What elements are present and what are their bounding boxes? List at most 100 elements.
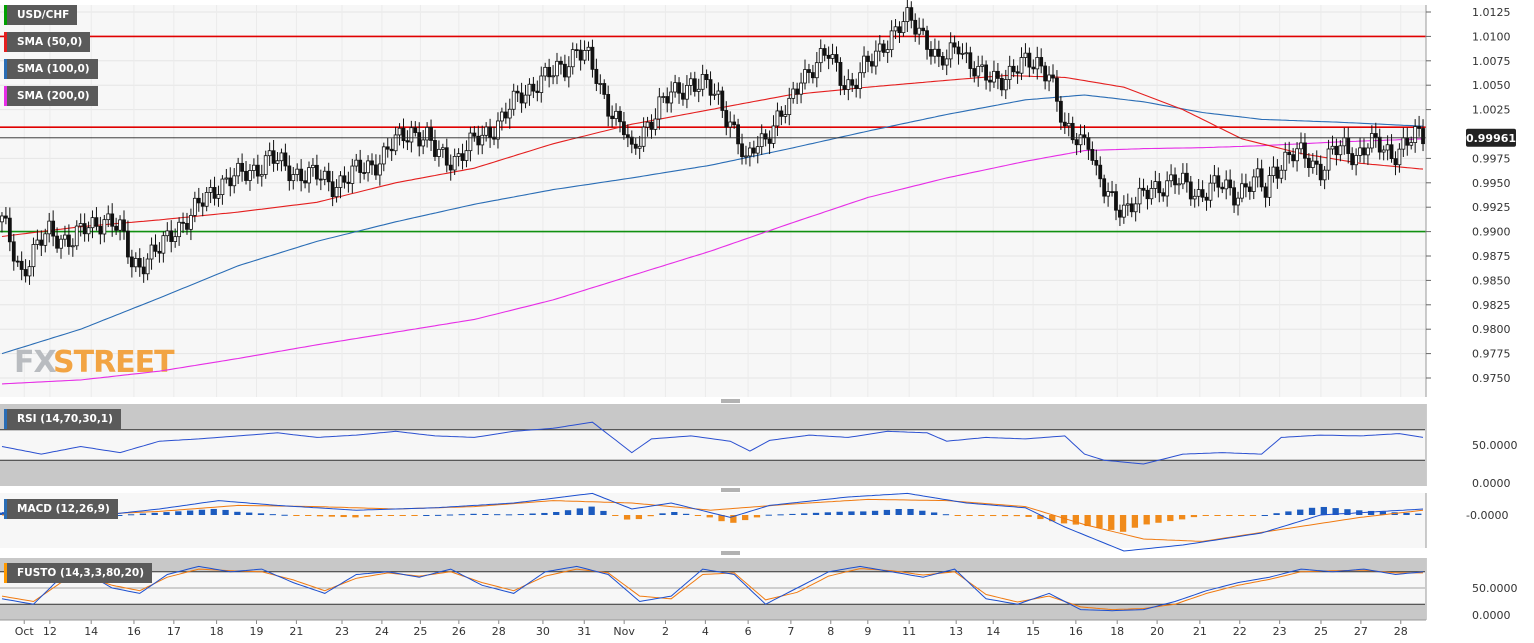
candle-body	[208, 187, 213, 193]
x-tick-label: 25	[413, 625, 427, 638]
candle-body	[318, 178, 323, 181]
macd-histogram-bar	[1249, 515, 1257, 516]
macd-histogram-bar	[871, 510, 879, 515]
legend-fusto[interactable]: FUSTO (14,3,3,80,20)	[4, 563, 153, 583]
candle-body	[661, 96, 666, 98]
candle-body	[673, 82, 677, 93]
macd-histogram-bar	[588, 506, 595, 515]
candle-body	[913, 19, 918, 35]
candle-body	[326, 170, 331, 183]
macd-histogram-bar	[364, 515, 371, 517]
candle-body	[539, 75, 544, 93]
candle-body	[696, 88, 701, 92]
candle-body	[712, 93, 717, 96]
candle-body	[248, 170, 252, 181]
candle-body	[354, 159, 359, 167]
candle-body	[791, 88, 796, 99]
candle-body	[263, 155, 268, 175]
candle-body	[232, 175, 237, 187]
candle-body	[885, 49, 890, 53]
macd-histogram-bar	[647, 515, 654, 517]
candle-body	[484, 126, 489, 136]
candle-body	[929, 49, 933, 57]
fusto-tick-label: 50.0000	[1472, 582, 1518, 595]
sma-100-line	[1, 94, 1424, 355]
candle-body	[1102, 178, 1107, 197]
y-tick-label: 0.9900	[1472, 226, 1511, 239]
candle-body	[94, 217, 99, 227]
macd-histogram-bar	[836, 511, 843, 515]
macd-histogram-bar	[1403, 512, 1410, 515]
x-tick-label: 30	[536, 625, 550, 638]
candle-body	[1220, 186, 1225, 190]
candle-body	[1373, 133, 1378, 138]
candle-body	[224, 177, 229, 180]
macd-histogram-bar	[399, 515, 406, 516]
candle-body	[1204, 196, 1209, 201]
legend-sma-200[interactable]: SMA (200,0)	[4, 86, 98, 106]
candle-body	[1405, 137, 1410, 146]
sma-200-line	[1, 138, 1424, 385]
candle-body	[602, 83, 607, 95]
candle-body	[1031, 66, 1036, 70]
candle-body	[1011, 65, 1016, 73]
candle-body	[196, 197, 201, 204]
candle-body	[1397, 148, 1402, 166]
candle-body	[1039, 57, 1044, 67]
candle-body	[1255, 168, 1260, 178]
candle-body	[350, 165, 355, 184]
macd-histogram-bar	[127, 514, 135, 516]
candle-body	[82, 223, 87, 235]
macd-histogram-bar	[1131, 515, 1139, 528]
y-tick-label: 1.0050	[1472, 79, 1511, 92]
candle-body	[909, 7, 914, 21]
rsi-overbought-zone	[0, 404, 1425, 430]
candle-body	[531, 83, 536, 92]
x-tick-label: Nov	[613, 625, 635, 638]
candle-body	[952, 42, 957, 48]
candle-body	[688, 78, 693, 86]
macd-histogram-bar	[1261, 515, 1268, 516]
main-panel-bg	[0, 5, 1426, 397]
candle-body	[814, 62, 819, 79]
macd-histogram-bar	[446, 514, 454, 516]
candle-body	[960, 52, 965, 55]
candle-body	[464, 150, 469, 161]
x-tick-label: 21	[289, 625, 303, 638]
candle-body	[807, 69, 811, 73]
x-tick-label: 26	[452, 625, 466, 638]
legend-sma-50[interactable]: SMA (50,0)	[4, 32, 91, 52]
candle-body	[1145, 189, 1150, 200]
candle-body	[897, 26, 902, 34]
candle-body	[370, 160, 374, 166]
macd-histogram-bar	[1379, 511, 1387, 515]
macd-histogram-bar	[0, 512, 5, 515]
legend-rsi[interactable]: RSI (14,70,30,1)	[4, 409, 121, 429]
candle-body	[1200, 189, 1205, 198]
macd-histogram-bar	[234, 511, 241, 515]
candle-body	[610, 115, 615, 120]
candle-body	[614, 110, 618, 120]
candle-body	[314, 164, 319, 180]
legend-macd[interactable]: MACD (12,26,9)	[4, 499, 118, 519]
candle-body	[657, 96, 662, 120]
candle-body	[653, 118, 658, 130]
candle-body	[90, 217, 95, 229]
y-tick-label: 0.9800	[1472, 323, 1511, 336]
candle-body	[933, 48, 937, 57]
candle-body	[452, 155, 457, 171]
legend-sma-100[interactable]: SMA (100,0)	[4, 59, 98, 79]
candle-body	[822, 48, 827, 56]
candle-body	[1177, 183, 1181, 186]
x-tick-label: 18	[1110, 625, 1124, 638]
legend-usdchf[interactable]: USD/CHF	[4, 5, 78, 25]
macd-histogram-bar	[694, 515, 702, 516]
rsi-line	[1, 421, 1424, 465]
macd-histogram-bar	[612, 515, 619, 516]
macd-histogram-bar	[529, 513, 536, 515]
macd-histogram-bar	[494, 514, 501, 516]
candle-body	[999, 78, 1004, 91]
macd-histogram-bar	[1119, 515, 1127, 532]
